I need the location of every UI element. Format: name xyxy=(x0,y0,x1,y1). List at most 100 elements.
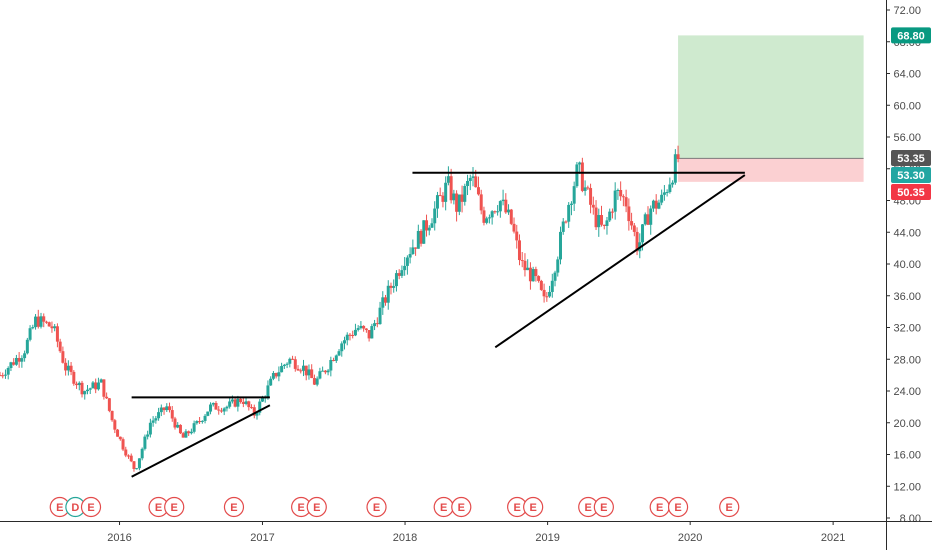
candle-body xyxy=(610,211,614,213)
event-label[interactable]: D xyxy=(71,502,79,514)
earnings-event-marker[interactable]: E xyxy=(593,496,614,518)
candle xyxy=(575,161,579,188)
event-label[interactable]: E xyxy=(155,502,162,514)
candle-body xyxy=(523,260,527,271)
candle xyxy=(85,385,89,395)
event-label[interactable]: E xyxy=(656,502,663,514)
candle xyxy=(170,406,174,422)
event-circle[interactable] xyxy=(719,496,740,518)
earnings-event-marker[interactable]: E xyxy=(451,496,472,518)
event-label[interactable]: E xyxy=(458,502,465,514)
event-circle[interactable] xyxy=(223,496,245,518)
event-circle[interactable] xyxy=(164,496,185,518)
earnings-event-marker[interactable]: E xyxy=(433,496,454,518)
event-label[interactable]: E xyxy=(313,502,320,514)
earnings-event-marker[interactable]: E xyxy=(164,496,185,518)
candle xyxy=(370,323,374,339)
earnings-event-marker[interactable]: E xyxy=(667,496,689,518)
event-label[interactable]: E xyxy=(529,502,536,514)
candle xyxy=(244,397,248,406)
candle-body xyxy=(178,424,182,434)
candle-body xyxy=(635,231,639,252)
candle-body xyxy=(496,211,500,213)
candle xyxy=(168,402,172,413)
candle-body xyxy=(660,194,664,203)
candle-body xyxy=(558,231,562,260)
event-label[interactable]: E xyxy=(297,502,304,514)
candle-body xyxy=(446,176,450,183)
candle xyxy=(25,337,29,355)
trend-lines[interactable] xyxy=(131,171,746,478)
candle xyxy=(485,216,489,225)
event-label[interactable]: E xyxy=(600,502,607,514)
candle xyxy=(83,390,87,400)
candle-body xyxy=(129,455,133,462)
earnings-event-marker[interactable]: E xyxy=(523,496,544,518)
earnings-event-marker[interactable]: E xyxy=(49,496,70,518)
event-label[interactable]: E xyxy=(674,502,681,514)
candle-body xyxy=(556,259,560,273)
candle-body xyxy=(217,409,221,411)
trend-line[interactable] xyxy=(131,404,271,478)
event-circle[interactable] xyxy=(80,496,102,518)
earnings-event-marker[interactable]: E xyxy=(366,496,387,518)
candle-body xyxy=(151,420,155,423)
candle xyxy=(523,253,527,277)
event-label[interactable]: E xyxy=(513,502,520,514)
candle xyxy=(572,181,576,211)
candle xyxy=(340,341,344,357)
y-tick-label: 36.00 xyxy=(893,291,921,303)
candle xyxy=(490,210,494,225)
candle xyxy=(646,206,650,226)
event-circle[interactable] xyxy=(593,496,614,518)
candle xyxy=(444,176,448,211)
candle-body xyxy=(452,193,456,201)
y-tick-label: 24.00 xyxy=(893,386,921,398)
event-label[interactable]: E xyxy=(87,502,94,514)
candle-body xyxy=(364,328,368,331)
candle-body xyxy=(53,326,57,329)
candle xyxy=(143,434,147,451)
candle-body xyxy=(146,434,150,437)
event-circle[interactable] xyxy=(667,496,689,518)
event-circle[interactable] xyxy=(366,496,387,518)
candle-body xyxy=(222,408,226,412)
event-label[interactable]: E xyxy=(171,502,178,514)
earnings-event-marker[interactable]: E xyxy=(719,496,740,518)
candle xyxy=(389,282,393,295)
candle xyxy=(610,208,614,219)
candle-body xyxy=(110,410,114,421)
candle xyxy=(3,369,7,379)
earnings-event-marker[interactable]: E xyxy=(80,496,102,518)
event-label[interactable]: E xyxy=(373,502,380,514)
candle xyxy=(348,333,352,341)
candle-body xyxy=(444,182,448,202)
event-label[interactable]: E xyxy=(726,502,733,514)
trend-line[interactable] xyxy=(494,174,746,349)
candle-body xyxy=(233,399,237,407)
candle-body xyxy=(176,424,180,428)
event-label[interactable]: E xyxy=(56,502,63,514)
earnings-event-marker[interactable]: E xyxy=(649,496,670,518)
candle xyxy=(219,407,223,413)
earnings-event-marker[interactable]: E xyxy=(306,496,327,518)
candle-body xyxy=(296,368,300,371)
target-zone xyxy=(678,35,864,159)
event-label[interactable]: E xyxy=(440,502,447,514)
candle xyxy=(312,374,316,386)
event-label[interactable]: E xyxy=(230,502,237,514)
event-circle[interactable] xyxy=(306,496,327,518)
earnings-event-marker[interactable]: E xyxy=(223,496,245,518)
candle xyxy=(343,336,347,350)
candle-body xyxy=(99,379,103,383)
candle xyxy=(326,368,330,376)
candle-body xyxy=(127,455,131,457)
candle-body xyxy=(389,285,393,288)
candle-body xyxy=(318,371,322,379)
candle xyxy=(403,257,407,276)
event-label[interactable]: E xyxy=(585,502,592,514)
event-circle[interactable] xyxy=(523,496,544,518)
event-circle[interactable] xyxy=(451,496,472,518)
